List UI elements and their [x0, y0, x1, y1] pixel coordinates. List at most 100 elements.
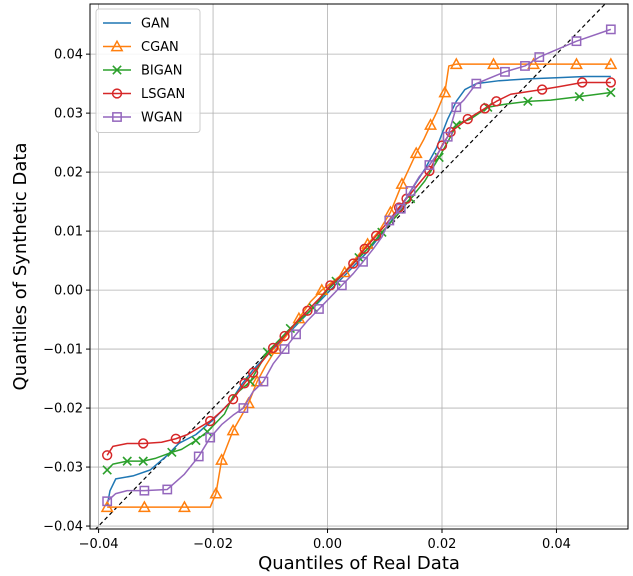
y-tick-label: 0.00: [54, 284, 83, 299]
data-point-lsgan: [479, 103, 491, 114]
data-point-cgan: [209, 486, 223, 499]
data-point-lsgan: [325, 280, 336, 291]
data-point-bigan: [606, 87, 616, 98]
data-point-lsgan: [102, 450, 113, 461]
data-point-wgan: [279, 344, 290, 354]
data-point-cgan: [338, 265, 352, 278]
data-point-wgan: [605, 24, 616, 35]
data-point-cgan: [315, 283, 329, 296]
data-point-cgan: [177, 500, 191, 513]
data-point-bigan: [191, 435, 201, 446]
data-point-cgan: [449, 57, 463, 70]
legend-entry-gan: GAN: [103, 17, 170, 32]
legend-entry-cgan: CGAN: [103, 39, 179, 55]
data-point-cgan: [215, 453, 229, 465]
x-tick-label: −0.04: [79, 537, 119, 552]
data-point-lsgan: [393, 202, 405, 213]
data-point-lsgan: [348, 258, 359, 269]
y-tick-label: 0.01: [54, 225, 83, 240]
data-point-wgan: [471, 78, 482, 89]
data-point-lsgan: [436, 140, 448, 151]
data-point-wgan: [500, 66, 510, 77]
legend-marker-wgan: [112, 112, 122, 122]
data-point-bigan: [167, 447, 177, 458]
data-point-cgan: [527, 57, 541, 70]
data-point-bigan: [262, 347, 273, 357]
series-line-gan: [106, 75, 611, 506]
data-point-cgan: [137, 500, 151, 513]
series-line-bigan: [106, 91, 611, 471]
legend-box: [95, 8, 201, 133]
data-point-wgan: [238, 403, 249, 413]
data-point-lsgan: [462, 113, 473, 125]
data-point-lsgan: [279, 330, 290, 342]
data-point-cgan: [424, 118, 438, 130]
x-axis-label: Quantiles of Real Data: [258, 553, 460, 574]
data-point-wgan: [193, 451, 204, 462]
data-point-lsgan: [605, 77, 616, 88]
data-point-lsgan: [536, 84, 548, 95]
data-point-wgan: [336, 280, 347, 291]
data-point-wgan: [205, 432, 216, 443]
data-point-wgan: [358, 256, 368, 267]
legend: GAN CGAN BIGAN LSGAN WGAN: [95, 8, 201, 133]
tick-marks: −0.04 −0.02 0.00 0.02 0.04 −0.04 −0.03 −0.02 −0.…: [43, 48, 571, 552]
data-point-wgan: [291, 329, 301, 340]
data-point-wgan: [424, 160, 435, 170]
y-axis-label: Quantiles of Synthetic Data: [10, 142, 31, 390]
data-point-wgan: [139, 485, 150, 496]
data-point-cgan: [100, 500, 114, 513]
legend-label-bigan: BIGAN: [141, 64, 182, 79]
y-tick-label: −0.01: [43, 343, 83, 358]
data-point-lsgan: [170, 433, 182, 444]
data-point-bigan: [122, 456, 132, 466]
data-point-cgan: [438, 85, 452, 98]
data-point-lsgan: [267, 342, 279, 354]
series-bigan: [102, 87, 616, 475]
legend-label-cgan: CGAN: [141, 40, 179, 55]
x-tick-label: −0.02: [193, 537, 233, 552]
y-tick-label: 0.03: [54, 107, 83, 122]
data-point-bigan: [451, 120, 462, 130]
series-line-lsgan: [106, 81, 611, 456]
data-point-wgan: [258, 376, 269, 387]
legend-label-gan: GAN: [141, 17, 170, 32]
legend-marker-bigan: [112, 65, 122, 75]
data-point-wgan: [520, 61, 530, 71]
data-point-lsgan: [247, 367, 259, 378]
y-tick-label: 0.02: [54, 166, 83, 181]
data-point-wgan: [162, 484, 173, 495]
grid-lines: [90, 4, 628, 529]
y-tick-label: −0.03: [43, 461, 83, 476]
legend-label-lsgan: LSGAN: [141, 87, 185, 102]
data-point-cgan: [409, 146, 423, 159]
legend-entry-wgan: WGAN: [103, 111, 183, 126]
y-tick-label: −0.02: [43, 402, 83, 417]
data-point-wgan: [571, 36, 582, 47]
x-tick-label: 0.02: [428, 537, 457, 552]
legend-entry-bigan: BIGAN: [103, 64, 182, 79]
series-group: [100, 24, 618, 513]
data-point-lsgan: [227, 394, 239, 405]
data-point-lsgan: [205, 415, 216, 427]
data-point-wgan: [395, 203, 406, 214]
data-point-wgan: [102, 496, 113, 507]
data-point-cgan: [487, 57, 500, 70]
data-point-cgan: [395, 177, 409, 189]
data-point-lsgan: [359, 243, 370, 254]
data-point-bigan: [138, 456, 148, 466]
data-point-wgan: [384, 215, 395, 226]
data-point-lsgan: [239, 378, 250, 389]
series-gan: [106, 75, 611, 506]
data-point-bigan: [574, 91, 585, 102]
data-point-bigan: [523, 96, 533, 107]
series-lsgan: [102, 77, 616, 461]
legend-marker-lsgan: [111, 88, 123, 99]
data-point-lsgan: [491, 96, 502, 107]
data-point-bigan: [102, 465, 112, 475]
y-tick-label: −0.04: [43, 520, 83, 535]
data-point-bigan: [245, 376, 255, 387]
data-point-lsgan: [302, 305, 313, 316]
